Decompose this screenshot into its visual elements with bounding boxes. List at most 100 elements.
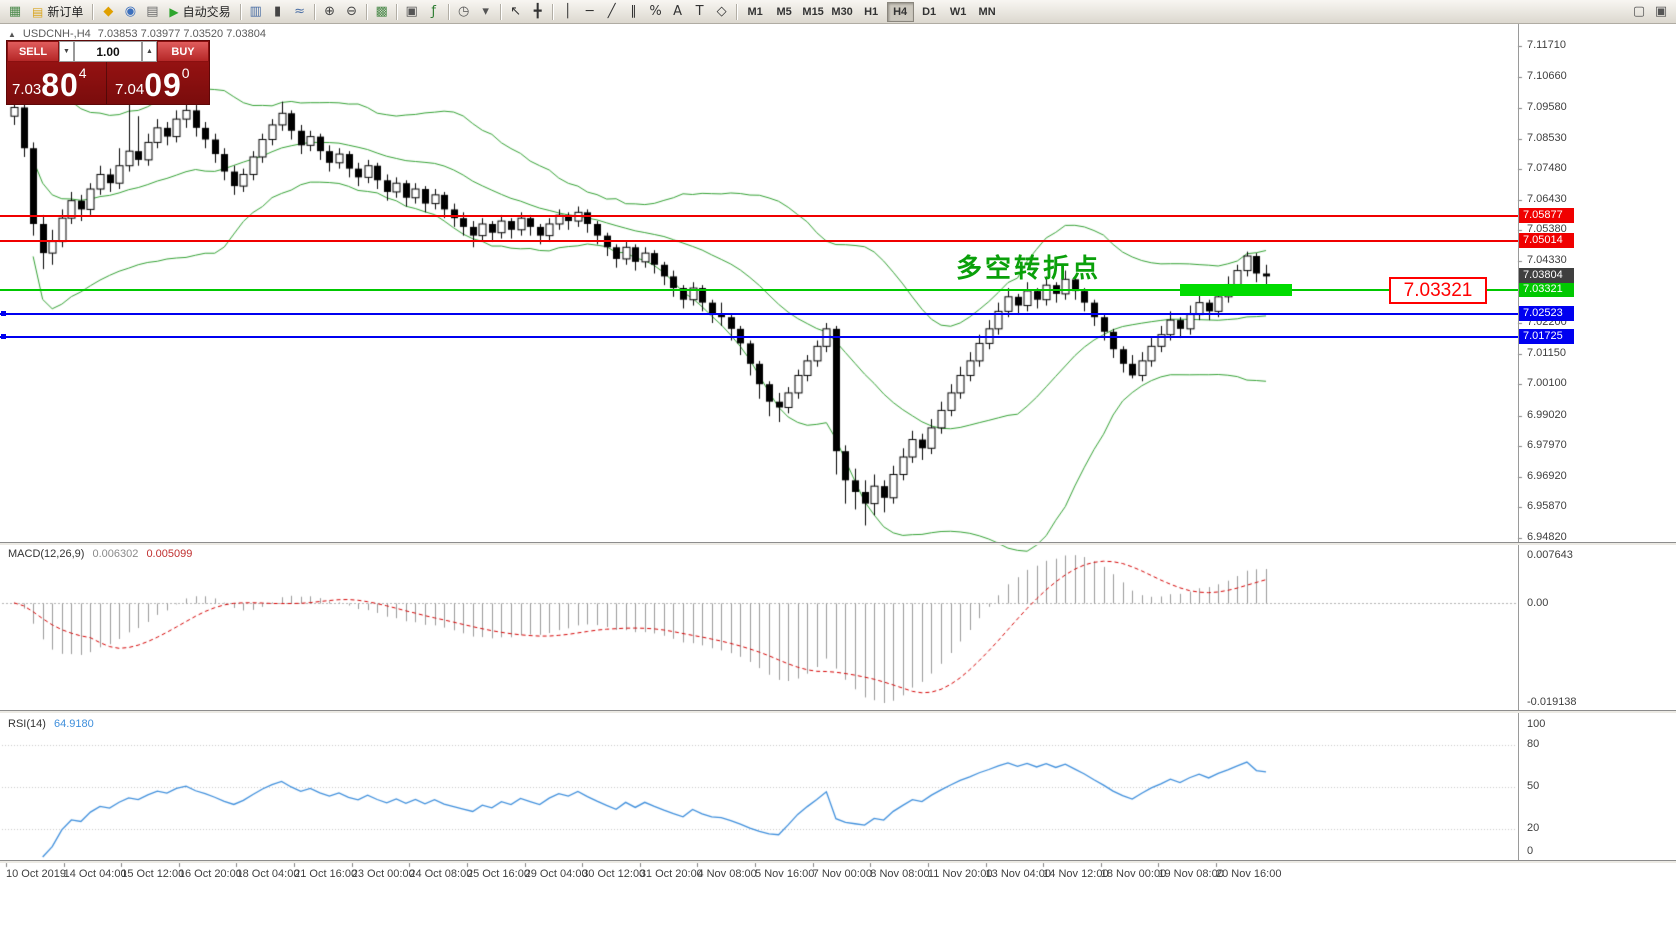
- resistance-line-1[interactable]: [0, 215, 1518, 217]
- toolbar-separator: [735, 3, 738, 20]
- horizontal-line-icon[interactable]: ─: [585, 4, 594, 19]
- price-axis-label: 7.08530: [1527, 131, 1567, 144]
- mql5-community-icon[interactable]: ◆: [103, 4, 114, 19]
- timeframe-button-h4[interactable]: H4: [886, 1, 914, 22]
- line-chart-icon[interactable]: ≈: [294, 4, 306, 19]
- pivot-line-price-tag: 7.03321: [1519, 282, 1574, 297]
- rsi-name: RSI(14): [8, 718, 46, 730]
- timeframe-button-m5[interactable]: M5: [776, 5, 792, 18]
- window-list-icon[interactable]: ▣: [1654, 4, 1668, 19]
- support-line-2[interactable]: [0, 336, 1518, 338]
- current-price-tag: 7.03804: [1519, 268, 1574, 283]
- rsi-axis-label: 20: [1527, 822, 1540, 834]
- timeframe-button-mn[interactable]: MN: [978, 5, 996, 18]
- support-line-2-price-tag: 7.01725: [1519, 329, 1574, 344]
- support-line-1-handle[interactable]: [1, 311, 6, 316]
- charts-profile-icon[interactable]: ▤: [146, 4, 159, 19]
- sell-price-display[interactable]: 7.03 80 4: [7, 62, 106, 104]
- time-axis-label: 30 Oct 12:00: [582, 868, 646, 880]
- tile-windows-icon[interactable]: ▣: [405, 4, 418, 19]
- pane-divider[interactable]: [0, 710, 1676, 713]
- price-axis-label: 7.05380: [1527, 223, 1567, 236]
- autotrading-button[interactable]: ▶ 自动交易: [163, 2, 236, 22]
- crosshair-icon[interactable]: ╋: [533, 4, 542, 19]
- fibonacci-icon[interactable]: %: [649, 4, 662, 19]
- volume-input[interactable]: 1.00: [74, 41, 142, 62]
- pane-divider[interactable]: [0, 542, 1676, 545]
- time-axis-label: 4 Nov 08:00: [697, 868, 757, 880]
- shapes-icon[interactable]: ◇: [716, 4, 727, 19]
- toolbar-separator: [365, 3, 368, 20]
- pivot-line[interactable]: [0, 289, 1518, 291]
- volume-decrease-button[interactable]: ▼: [59, 41, 74, 62]
- buy-price-display[interactable]: 7.04 09 0: [106, 62, 209, 104]
- highlight-band[interactable]: [1180, 284, 1292, 296]
- price-axis-label: 7.01150: [1527, 346, 1566, 359]
- toolbar-separator: [499, 3, 502, 20]
- label-icon[interactable]: T: [695, 4, 704, 19]
- collapse-one-click-icon[interactable]: ▲: [8, 29, 16, 39]
- support-line-1[interactable]: [0, 313, 1518, 315]
- templates-dropdown-icon[interactable]: ▾: [482, 4, 489, 19]
- price-callout-box[interactable]: 7.03321: [1389, 277, 1487, 304]
- rsi-axis-label: 0: [1527, 845, 1534, 857]
- macd-axis-label: -0.019138: [1527, 696, 1577, 708]
- price-axis-border: [1518, 24, 1519, 862]
- toolbar-right-icons: ▢ ▣: [1628, 2, 1672, 22]
- text-icon[interactable]: A: [673, 4, 683, 19]
- zoom-out-icon[interactable]: ⊖: [346, 4, 358, 19]
- price-axis-label: 6.95870: [1527, 500, 1567, 513]
- chart-window-icon[interactable]: ▦: [8, 4, 22, 19]
- indicators-icon[interactable]: ƒ: [431, 4, 436, 19]
- timeframe-button-m15[interactable]: M15: [802, 5, 824, 18]
- buy-price-sup: 0: [181, 65, 190, 81]
- sell-price-prefix: 7.03: [12, 81, 42, 98]
- timeframe-button-w1[interactable]: W1: [949, 5, 967, 18]
- buy-button[interactable]: BUY: [157, 41, 209, 62]
- price-axis-label: 6.97970: [1527, 439, 1567, 452]
- volume-increase-button[interactable]: ▲: [142, 41, 157, 62]
- resistance-line-2[interactable]: [0, 240, 1518, 242]
- candlestick-chart-icon[interactable]: ▮: [274, 4, 282, 19]
- macd-signal-value: 0.005099: [146, 548, 193, 560]
- sell-button[interactable]: SELL: [7, 41, 59, 62]
- time-axis-label: 20 Nov 16:00: [1216, 868, 1282, 880]
- timeframe-button-m30[interactable]: M30: [831, 5, 853, 18]
- new-order-button[interactable]: ▤ 新订单: [26, 2, 89, 22]
- trendline-icon[interactable]: ╱: [607, 4, 616, 19]
- macd-name: MACD(12,26,9): [8, 548, 85, 560]
- rsi-axis-label: 50: [1527, 780, 1540, 792]
- macd-axis-label: 0.007643: [1527, 549, 1573, 561]
- time-axis-label: 14 Nov 12:00: [1043, 868, 1109, 880]
- ohlc-values-label: 7.03853 7.03977 7.03520 7.03804: [97, 28, 266, 40]
- channel-icon[interactable]: ∥: [630, 4, 637, 19]
- vertical-line-icon[interactable]: │: [563, 4, 572, 19]
- time-axis-label: 5 Nov 16:00: [755, 868, 815, 880]
- profiles-icon[interactable]: ◉: [124, 4, 137, 19]
- toolbar: ▦ ▤ 新订单 ◆ ◉ ▤ ▶ 自动交易 ▥ ▮ ≈ ⊕ ⊖ ▩ ▣ ƒ ◷ ▾ ↖ ╋ │ ─ ╱ ∥% A T ◇ M1 M5 M15…: [0, 0, 1676, 24]
- pane-divider[interactable]: [0, 860, 1676, 863]
- price-axis-label: 7.04330: [1527, 253, 1567, 266]
- grid-icon[interactable]: ▩: [375, 4, 388, 19]
- time-axis-label: 10 Oct 2019: [6, 868, 66, 880]
- price-axis-label: 7.11710: [1527, 39, 1566, 51]
- price-axis-label: 6.99020: [1527, 408, 1567, 421]
- timeframe-button-m1[interactable]: M1: [747, 5, 763, 18]
- period-icon[interactable]: ◷: [457, 4, 470, 19]
- time-axis-label: 11 Nov 20:00: [927, 868, 993, 880]
- macd-main-value: 0.006302: [92, 548, 139, 560]
- cursor-icon[interactable]: ↖: [510, 4, 522, 19]
- rsi-axis-label: 80: [1527, 738, 1540, 750]
- macd-indicator-label: MACD(12,26,9) 0.006302 0.005099: [8, 548, 197, 560]
- rsi-value: 64.9180: [53, 718, 94, 730]
- zoom-in-icon[interactable]: ⊕: [324, 4, 336, 19]
- new-order-button-icon: ▤: [32, 4, 44, 19]
- time-axis-label: 23 Oct 00:00: [351, 868, 415, 880]
- bar-chart-icon[interactable]: ▥: [249, 4, 262, 19]
- support-line-2-handle[interactable]: [1, 334, 6, 339]
- time-axis-label: 18 Oct 04:00: [236, 868, 300, 880]
- timeframe-button-h1[interactable]: H1: [864, 5, 879, 18]
- new-window-icon[interactable]: ▢: [1632, 4, 1646, 19]
- timeframe-button-d1[interactable]: D1: [922, 5, 937, 18]
